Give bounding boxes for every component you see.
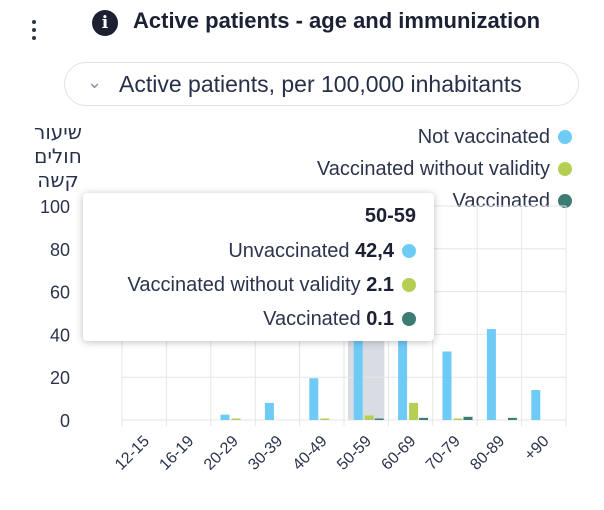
chart-tooltip: 50-59 Unvaccinated 42,4 Vaccinated witho… [83, 193, 434, 341]
bar-not-vaccinated [264, 402, 274, 420]
y-tick-label: 20 [50, 368, 70, 388]
x-tick-label: 80-89 [467, 433, 508, 474]
bar-not-vaccinated [486, 329, 496, 420]
bar-not-vaccinated [442, 351, 452, 420]
tooltip-label: Unvaccinated [228, 240, 350, 262]
more-options-icon[interactable] [27, 20, 41, 46]
bar-vaccinated [419, 417, 429, 420]
legend-dot-not-vaccinated [558, 130, 572, 144]
legend-label: Not vaccinated [417, 126, 550, 148]
bar-not-vaccinated [309, 378, 319, 420]
x-tick-label: 70-79 [423, 433, 464, 474]
bar-vaccinated [463, 416, 473, 420]
bar-not-vaccinated [531, 390, 541, 420]
tooltip-row-unvaccinated: Unvaccinated 42,4 [228, 240, 416, 263]
legend-dot-partial [558, 162, 572, 176]
bar-vaccinated-without-validity [364, 415, 374, 420]
y-tick-label: 40 [50, 325, 70, 345]
legend-item-not-vaccinated[interactable]: Not vaccinated [418, 126, 572, 149]
tooltip-row-partial: Vaccinated without validity 2.1 [128, 274, 416, 297]
bar-not-vaccinated [353, 329, 363, 420]
x-tick-label: 16-19 [156, 433, 197, 474]
bar-vaccinated [507, 417, 517, 420]
y-tick-label: 60 [50, 283, 70, 303]
x-tick-label: 50-59 [334, 433, 375, 474]
tooltip-category: 50-59 [364, 205, 416, 227]
bar-vaccinated-without-validity [453, 418, 463, 420]
tooltip-dot-partial [402, 278, 416, 292]
chevron-down-icon[interactable]: ⌄ [87, 72, 103, 93]
x-tick-label: 30-39 [245, 433, 286, 474]
bar-not-vaccinated [220, 414, 230, 420]
legend-label: Vaccinated without validity [316, 158, 550, 180]
tooltip-value: 42,4 [355, 240, 394, 262]
x-tick-label: 60-69 [378, 433, 419, 474]
tooltip-value: 2.1 [366, 274, 394, 296]
tooltip-row-vaccinated: Vaccinated 0.1 [263, 308, 416, 331]
y-tick-label: 0 [60, 411, 70, 431]
x-tick-label: 12-15 [112, 433, 153, 474]
tooltip-dot-vaccinated [402, 312, 416, 326]
y-tick-label: 100 [40, 197, 70, 217]
y-axis-label: שיעור חולים קשה [34, 120, 82, 192]
tooltip-label: Vaccinated [263, 308, 361, 330]
metric-dropdown[interactable]: ⌄ Active patients, per 100,000 inhabitan… [64, 62, 579, 106]
bar-vaccinated-without-validity [231, 418, 241, 420]
x-tick-label: +90 [521, 433, 552, 464]
x-tick-label: 40-49 [290, 433, 331, 474]
x-tick-label: 20-29 [201, 433, 242, 474]
tooltip-label: Vaccinated without validity [127, 274, 361, 296]
tooltip-dot-unvaccinated [402, 244, 416, 258]
bar-not-vaccinated [398, 330, 408, 420]
legend-item-partial[interactable]: Vaccinated without validity [317, 158, 572, 181]
page-title: Active patients - age and immunization [133, 8, 541, 33]
tooltip-value: 0.1 [366, 308, 394, 330]
metric-dropdown-value: Active patients, per 100,000 inhabitants [119, 71, 522, 97]
bar-vaccinated-without-validity [409, 402, 419, 420]
bar-vaccinated-without-validity [320, 418, 330, 420]
legend-dot-vaccinated [558, 194, 572, 208]
y-tick-label: 80 [50, 240, 70, 260]
bar-vaccinated [374, 418, 384, 420]
info-icon[interactable]: i [92, 10, 118, 36]
